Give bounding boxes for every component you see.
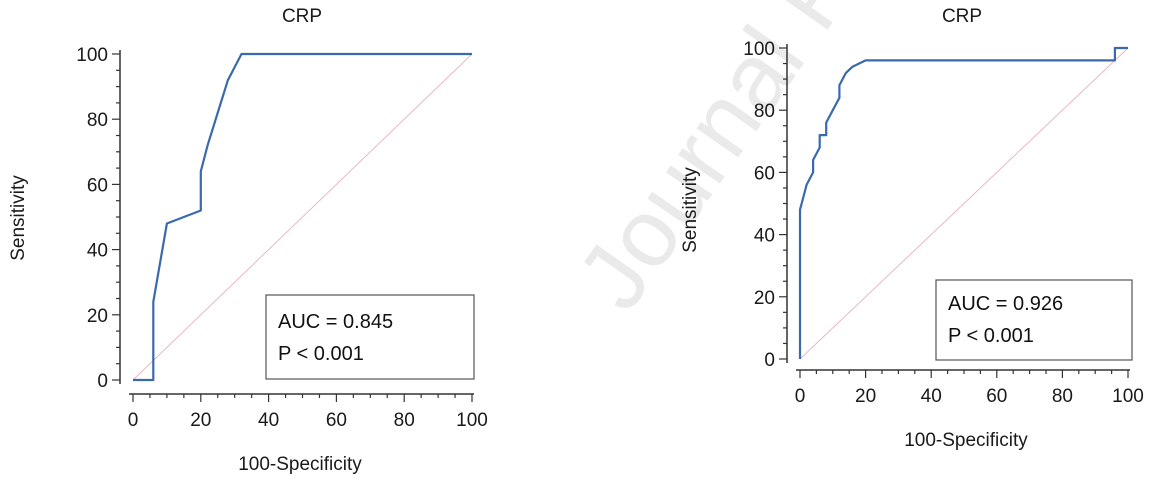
roc-curve	[133, 52, 472, 382]
p-value-text: P < 0.001	[948, 325, 1034, 347]
x-axis-ticks: 0 20 40 60 80 100	[795, 370, 1144, 407]
x-axis-label: 100-Specificity	[904, 430, 1028, 451]
x-axis-label: 100-Specificity	[238, 454, 362, 475]
y-tick-label: 80	[87, 110, 108, 131]
roc-chart-left: CRP 0 20 40 60 80 100 0 20 40 60 80 100 AUC = 0.84…	[8, 6, 488, 475]
auc-text: AUC = 0.845	[278, 311, 393, 333]
annotation-box: AUC = 0.926 P < 0.001	[935, 279, 1133, 361]
y-tick-label: 80	[754, 101, 775, 122]
y-tick-label: 0	[97, 371, 108, 392]
chart-title: CRP	[942, 6, 982, 27]
p-value-text: P < 0.001	[278, 343, 364, 365]
x-tick-label: 0	[128, 410, 139, 431]
x-tick-label: 40	[258, 410, 279, 431]
reference-diagonal-line	[799, 47, 1129, 360]
annotation-box: AUC = 0.845 P < 0.001	[265, 294, 475, 380]
y-axis-label: Sensitivity	[680, 167, 701, 253]
watermark: Journal Pre-proof article in press	[557, 0, 1152, 328]
x-axis-ticks: 0 20 40 60 80 100	[128, 394, 488, 431]
x-tick-label: 0	[795, 386, 806, 407]
y-tick-label: 100	[76, 45, 108, 66]
y-tick-label: 0	[764, 350, 775, 371]
reference-diagonal-line	[132, 53, 473, 381]
auc-text: AUC = 0.926	[948, 293, 1063, 315]
x-tick-label: 20	[190, 410, 211, 431]
x-tick-label: 80	[1052, 386, 1073, 407]
y-tick-label: 60	[754, 163, 775, 184]
y-tick-label: 40	[87, 241, 108, 262]
roc-curve	[798, 46, 1128, 359]
x-tick-label: 20	[855, 386, 876, 407]
y-tick-label: 60	[87, 175, 108, 196]
x-tick-label: 60	[986, 386, 1007, 407]
y-tick-label: 40	[754, 226, 775, 247]
y-axis-ticks: 0 20 40 60 80 100	[76, 45, 120, 392]
y-tick-label: 20	[754, 288, 775, 309]
y-axis-label: Sensitivity	[8, 175, 29, 261]
x-tick-label: 100	[456, 410, 488, 431]
x-tick-label: 60	[326, 410, 347, 431]
chart-title: CRP	[282, 6, 322, 27]
x-tick-label: 100	[1112, 386, 1144, 407]
x-tick-label: 80	[394, 410, 415, 431]
roc-chart-right: CRP 0 20 40 60 80 100 0 20 40 60 80 100 AUC = 0.92…	[680, 6, 1144, 451]
x-tick-label: 40	[921, 386, 942, 407]
y-tick-label: 100	[743, 39, 775, 60]
y-tick-label: 20	[87, 306, 108, 327]
y-axis-ticks: 0 20 40 60 80 100	[743, 39, 787, 371]
